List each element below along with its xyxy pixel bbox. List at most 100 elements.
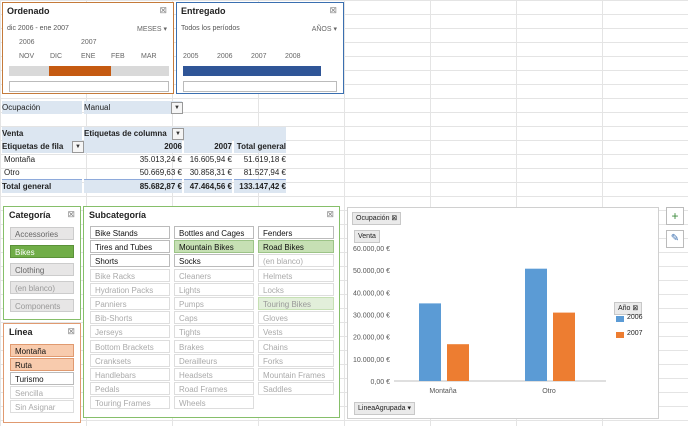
slicer-item[interactable]: Headsets xyxy=(174,368,254,381)
slicer-item[interactable]: Bike Stands xyxy=(90,226,170,239)
timeline-range: dic 2006 - ene 2007 xyxy=(7,25,69,32)
slicer-item[interactable]: Gloves xyxy=(258,311,334,325)
plus-icon[interactable]: + xyxy=(666,207,684,225)
clear-filter-icon[interactable]: ⊠ xyxy=(329,5,337,15)
slicer-item[interactable]: Cranksets xyxy=(90,353,170,367)
clear-filter-icon[interactable]: ⊠ xyxy=(67,326,75,336)
slicer-item[interactable]: Forks xyxy=(258,353,334,367)
timeline-year[interactable]: 2006 xyxy=(217,53,233,60)
slicer-item[interactable]: Bikes xyxy=(10,245,74,258)
slicer-item[interactable]: Sencilla xyxy=(10,386,74,399)
timeline-selection[interactable] xyxy=(183,66,321,76)
clear-filter-icon[interactable]: ⊠ xyxy=(326,209,334,219)
slicer-item[interactable]: Ruta xyxy=(10,358,74,371)
slicer-item[interactable]: Turismo xyxy=(10,372,74,385)
legend-filter-button[interactable]: Año ⊠ xyxy=(614,302,643,315)
brush-icon[interactable]: ✎ xyxy=(666,230,684,248)
timeline-ordenado[interactable]: Ordenado ⊠ dic 2006 - ene 2007 MESES ▾ 2… xyxy=(2,2,174,94)
pivot-cell: 51.619,18 € xyxy=(243,155,286,164)
chart-axis-button[interactable]: LineaAgrupada ▾ xyxy=(354,402,415,415)
slicer-item[interactable]: Handlebars xyxy=(90,368,170,381)
pivot-chart[interactable]: Ocupación ⊠ Venta 0,00 € 10.000,00 € 20.00… xyxy=(347,207,659,419)
slicer-item[interactable]: Brakes xyxy=(174,339,254,353)
slicer-item[interactable]: Derailleurs xyxy=(174,353,254,367)
slicer-item[interactable]: Bottles and Cages xyxy=(174,226,254,239)
timeline-title: Entregado xyxy=(181,6,226,16)
slicer-item[interactable]: Tights xyxy=(174,325,254,339)
slicer-item[interactable]: Bib-Shorts xyxy=(90,311,170,325)
slicer-item[interactable]: Wheels xyxy=(174,396,254,410)
slicer-item[interactable]: Mountain Bikes xyxy=(174,240,254,254)
chart-filter-button[interactable]: Ocupación ⊠ xyxy=(352,212,402,225)
legend-swatch xyxy=(616,332,624,338)
slicer-item[interactable]: Bike Racks xyxy=(90,268,170,282)
slicer-item[interactable]: Bottom Brackets xyxy=(90,339,170,353)
pivot-cell: 50.669,63 € xyxy=(139,168,182,177)
columns-dropdown-icon[interactable]: ▼ xyxy=(172,128,184,140)
slicer-item[interactable]: Helmets xyxy=(258,268,334,282)
slicer-subcategoria[interactable]: Subcategoría ⊠ Bike Stands Tires and Tube… xyxy=(83,206,340,418)
slicer-item[interactable]: Mountain Frames xyxy=(258,368,334,381)
slicer-item[interactable]: Sin Asignar xyxy=(10,400,74,413)
slicer-item[interactable]: Clothing xyxy=(10,263,74,276)
pivot-filter-value[interactable]: Manual xyxy=(84,101,182,114)
timeline-selection[interactable] xyxy=(49,66,111,76)
timeline-year[interactable]: 2008 xyxy=(285,53,301,60)
slicer-item[interactable]: Vests xyxy=(258,325,334,339)
timeline-month[interactable]: FEB xyxy=(111,53,125,60)
clear-filter-icon[interactable]: ⊠ xyxy=(159,5,167,15)
slicer-item[interactable]: Caps xyxy=(174,311,254,325)
slicer-item[interactable]: Locks xyxy=(258,282,334,296)
timeline-month[interactable]: ENE xyxy=(81,53,96,60)
timeline-month[interactable]: DIC xyxy=(50,53,63,60)
y-tick-label: 40.000,00 € xyxy=(353,290,390,297)
slicer-linea[interactable]: Línea ⊠ Montaña Ruta Turismo Sencilla Si… xyxy=(3,323,81,423)
timeline-scrollbar[interactable] xyxy=(9,81,169,92)
slicer-item[interactable]: Tires and Tubes xyxy=(90,240,170,254)
rows-dropdown-icon[interactable]: ▼ xyxy=(72,141,84,153)
filter-dropdown-icon[interactable]: ▼ xyxy=(171,102,183,114)
slicer-item[interactable]: (en blanco) xyxy=(258,254,334,268)
timeline-year: 2007 xyxy=(81,39,97,46)
slicer-item[interactable]: Hydration Packs xyxy=(90,282,170,296)
slicer-item[interactable]: Accessories xyxy=(10,227,74,240)
slicer-item[interactable]: (en blanco) xyxy=(10,281,74,294)
timeline-year: 2006 xyxy=(19,39,35,46)
timeline-scrollbar[interactable] xyxy=(183,81,337,92)
bar-2006-1[interactable] xyxy=(525,268,547,381)
slicer-item[interactable]: Pumps xyxy=(174,297,254,310)
slicer-item[interactable]: Touring Bikes xyxy=(258,297,334,310)
timeline-unit-dropdown[interactable]: AÑOS ▾ xyxy=(311,26,337,33)
chart-axis-label: LineaAgrupada xyxy=(358,405,406,412)
slicer-item[interactable]: Montaña xyxy=(10,344,74,357)
chart-filter-label: Ocupación xyxy=(356,215,390,222)
timeline-year[interactable]: 2007 xyxy=(251,53,267,60)
slicer-item[interactable]: Road Frames xyxy=(174,382,254,396)
bar-2006-0[interactable] xyxy=(419,303,441,381)
y-tick-label: 20.000,00 € xyxy=(353,335,390,342)
slicer-item[interactable]: Jerseys xyxy=(90,325,170,339)
timeline-entregado[interactable]: Entregado ⊠ Todos los períodos AÑOS ▾ 20… xyxy=(176,2,344,94)
bar-2007-0[interactable] xyxy=(447,344,469,381)
slicer-item[interactable]: Panniers xyxy=(90,297,170,310)
slicer-item[interactable]: Fenders xyxy=(258,226,334,239)
slicer-item[interactable]: Shorts xyxy=(90,254,170,268)
slicer-item[interactable]: Road Bikes xyxy=(258,240,334,254)
timeline-month[interactable]: NOV xyxy=(19,53,35,60)
slicer-item[interactable]: Components xyxy=(10,299,74,312)
slicer-item[interactable]: Lights xyxy=(174,282,254,296)
slicer-item[interactable]: Socks xyxy=(174,254,254,268)
bar-2007-1[interactable] xyxy=(553,312,575,381)
slicer-categoria[interactable]: Categoría ⊠ Accessories Bikes Clothing (… xyxy=(3,206,81,320)
slicer-item[interactable]: Chains xyxy=(258,339,334,353)
pivot-grand-cell: 85.682,87 € xyxy=(84,179,182,193)
clear-filter-icon[interactable]: ⊠ xyxy=(67,209,75,219)
timeline-unit-dropdown[interactable]: MESES ▾ xyxy=(137,26,167,33)
timeline-year[interactable]: 2005 xyxy=(183,53,199,60)
chart-values-button[interactable]: Venta xyxy=(354,230,380,243)
timeline-month[interactable]: MAR xyxy=(141,53,157,60)
slicer-item[interactable]: Touring Frames xyxy=(90,396,170,410)
slicer-item[interactable]: Cleaners xyxy=(174,268,254,282)
slicer-item[interactable]: Saddles xyxy=(258,382,334,396)
slicer-item[interactable]: Pedals xyxy=(90,382,170,396)
